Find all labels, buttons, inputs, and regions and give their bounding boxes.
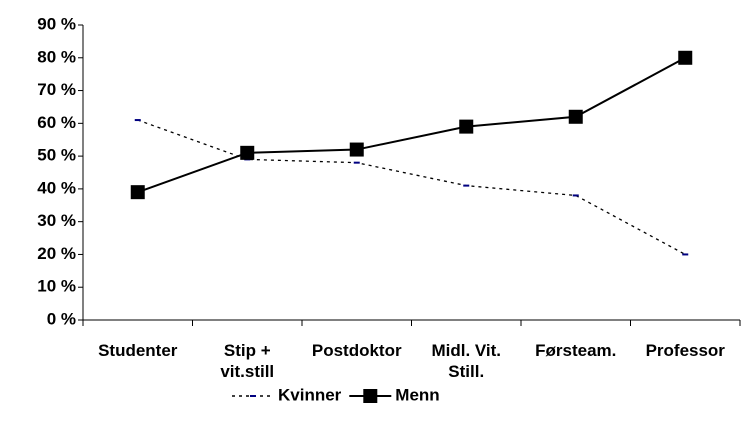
x-tick-label: Stip + vit.still <box>220 341 275 381</box>
x-tick-label: Førsteam. <box>535 341 617 360</box>
legend-label: Menn <box>395 385 439 404</box>
marker <box>568 109 583 124</box>
y-tick-label: 90 % <box>37 14 76 33</box>
y-tick-label: 30 % <box>37 211 76 230</box>
y-tick-label: 0 % <box>47 309 76 328</box>
y-tick-label: 40 % <box>37 178 76 197</box>
x-tick-label: Studenter <box>98 341 178 360</box>
x-tick-label: Professor <box>645 341 725 360</box>
y-tick-label: 10 % <box>37 277 76 296</box>
legend-marker <box>363 389 378 403</box>
x-tick-label: Postdoktor <box>311 341 402 360</box>
y-tick-label: 70 % <box>37 80 76 99</box>
y-tick-label: 60 % <box>37 113 76 132</box>
legend-label: Kvinner <box>278 385 342 404</box>
series-line <box>137 56 686 194</box>
y-tick-label: 80 % <box>37 47 76 66</box>
marker <box>678 50 693 65</box>
marker <box>349 142 364 157</box>
x-tick-label: Midl. Vit. Still. <box>431 341 502 381</box>
marker <box>130 185 145 200</box>
y-tick-label: 50 % <box>37 146 76 165</box>
marker <box>240 145 255 160</box>
series-line <box>137 119 686 256</box>
y-tick-label: 20 % <box>37 244 76 263</box>
marker <box>459 119 474 134</box>
